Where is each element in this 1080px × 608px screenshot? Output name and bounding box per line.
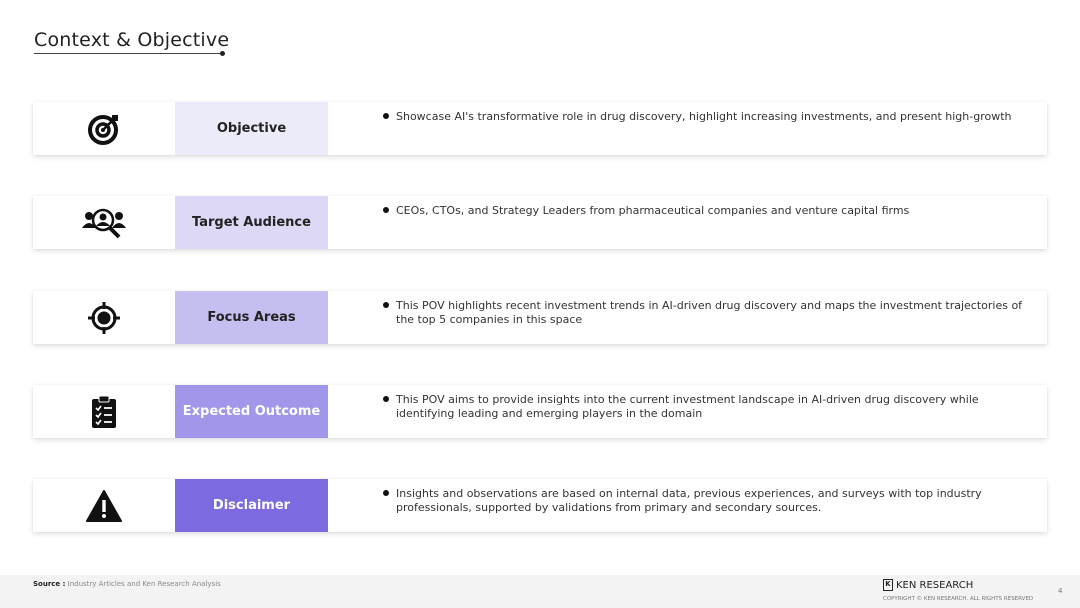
source-label: Source : — [33, 580, 66, 588]
row-description: Showcase AI's transformative role in dru… — [328, 102, 1047, 155]
row-text: This POV aims to provide insights into t… — [396, 393, 979, 420]
ken-research-logo: K KEN RESEARCH — [883, 579, 973, 591]
bullet-icon — [383, 113, 389, 119]
source-note: Source : Industry Articles and Ken Resea… — [33, 580, 221, 588]
logo-text: KEN RESEARCH — [896, 579, 974, 591]
row-label: Expected Outcome — [175, 385, 328, 438]
row-text: Insights and observations are based on i… — [396, 487, 982, 514]
warning-icon — [33, 479, 175, 532]
copyright: COPYRIGHT © KEN RESEARCH. ALL RIGHTS RES… — [883, 596, 1034, 602]
row-description: This POV aims to provide insights into t… — [328, 385, 1047, 438]
bullet-icon — [383, 396, 389, 402]
row-description: Insights and observations are based on i… — [328, 479, 1047, 532]
page-number: 4 — [1058, 587, 1063, 595]
row-focus-areas: Focus Areas This POV highlights recent i… — [33, 291, 1047, 344]
row-objective: Objective Showcase AI's transformative r… — [33, 102, 1047, 155]
crosshair-icon — [33, 291, 175, 344]
row-disclaimer: Disclaimer Insights and observations are… — [33, 479, 1047, 532]
logo-k-icon: K — [883, 579, 893, 591]
page-title: Context & Objective — [34, 29, 230, 51]
row-label: Target Audience — [175, 196, 328, 249]
row-expected-outcome: Expected Outcome This POV aims to provid… — [33, 385, 1047, 438]
row-target-audience: Target Audience CEOs, CTOs, and Strategy… — [33, 196, 1047, 249]
row-text: CEOs, CTOs, and Strategy Leaders from ph… — [396, 204, 910, 217]
bullet-icon — [383, 302, 389, 308]
source-text: Industry Articles and Ken Research Analy… — [67, 580, 221, 588]
title-underline — [34, 53, 222, 54]
title-underline-dot — [220, 51, 225, 56]
row-label: Objective — [175, 102, 328, 155]
bullet-icon — [383, 207, 389, 213]
target-arrow-icon — [33, 102, 175, 155]
clipboard-checklist-icon — [33, 385, 175, 438]
audience-search-icon — [33, 196, 175, 249]
row-text: Showcase AI's transformative role in dru… — [396, 110, 1012, 123]
row-label: Disclaimer — [175, 479, 328, 532]
row-description: This POV highlights recent investment tr… — [328, 291, 1047, 344]
footer-bar — [0, 575, 1080, 608]
row-label: Focus Areas — [175, 291, 328, 344]
bullet-icon — [383, 490, 389, 496]
row-text: This POV highlights recent investment tr… — [396, 299, 1023, 326]
row-description: CEOs, CTOs, and Strategy Leaders from ph… — [328, 196, 1047, 249]
